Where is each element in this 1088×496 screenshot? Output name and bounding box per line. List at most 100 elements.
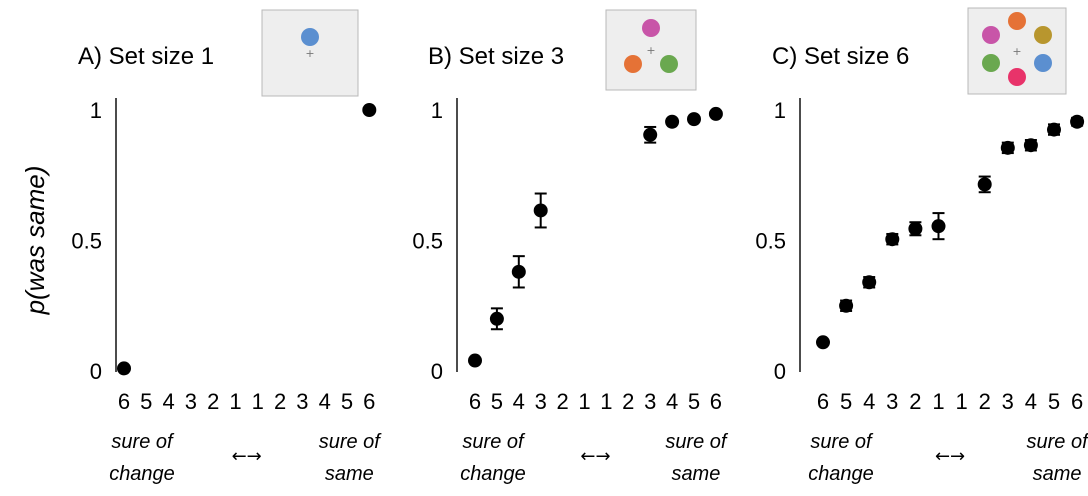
data-point [908,221,923,236]
x-tick-label: 5 [140,389,152,414]
data-point [839,298,854,313]
x-note-left: change [460,463,526,485]
x-tick-label: 3 [886,389,898,414]
data-point [665,114,680,129]
x-tick-label: 4 [513,389,525,414]
x-tick-label: 1 [578,389,590,414]
stimulus-dot [642,19,660,37]
x-tick-label: 4 [162,389,174,414]
x-tick-label: 5 [341,389,353,414]
data-point [931,219,946,234]
x-note-left: sure of [462,431,526,453]
x-tick-label: 1 [955,389,967,414]
stimulus-dot [624,55,642,73]
x-tick-label: 3 [296,389,308,414]
x-tick-label: 1 [252,389,264,414]
data-point [468,353,482,368]
x-note-left: sure of [810,431,874,453]
x-tick-label: 4 [319,389,331,414]
data-point [1070,114,1085,129]
data-point [816,335,830,350]
x-note-left: sure of [111,431,175,453]
data-point [862,275,877,290]
y-tick-label: 0.5 [755,229,786,254]
data-point [643,127,658,142]
y-axis-label: p(was same) [20,166,50,316]
x-tick-label: 5 [688,389,700,414]
x-note-right: same [1033,463,1082,485]
x-note-arrow: ←→ [232,446,262,467]
data-point [1047,122,1061,137]
stimulus-dot [982,26,1000,44]
x-tick-label: 6 [817,389,829,414]
x-tick-label: 6 [363,389,375,414]
data-point [489,311,504,326]
x-note-right: sure of [319,431,383,453]
x-tick-label: 6 [1071,389,1083,414]
stimulus-dot [1008,12,1026,30]
data-point [708,106,723,121]
y-tick-label: 0.5 [71,229,102,254]
x-note-right: same [325,463,374,485]
y-tick-label: 0.5 [412,229,443,254]
data-point [1000,140,1015,155]
x-note-right: same [671,463,720,485]
fixation-cross: + [305,47,314,60]
panel-title: A) Set size 1 [78,43,214,70]
fixation-cross: + [1012,45,1021,58]
y-tick-label: 1 [431,98,443,123]
data-point [687,112,701,127]
x-tick-label: 5 [1048,389,1060,414]
data-point [511,264,526,279]
x-note-arrow: ←→ [935,446,965,467]
stimulus-dot [1008,68,1026,86]
x-tick-label: 1 [932,389,944,414]
x-tick-label: 4 [1025,389,1037,414]
stimulus-dot [1034,26,1052,44]
x-tick-label: 5 [491,389,503,414]
x-tick-label: 6 [710,389,722,414]
x-tick-label: 1 [229,389,241,414]
panel-title: C) Set size 6 [772,43,909,70]
y-tick-label: 0 [774,359,786,384]
stimulus-dot [301,28,319,46]
y-tick-label: 0 [90,359,102,384]
x-tick-label: 1 [600,389,612,414]
x-tick-label: 3 [535,389,547,414]
x-tick-label: 3 [185,389,197,414]
y-tick-label: 0 [431,359,443,384]
x-note-right: sure of [665,431,729,453]
x-tick-label: 4 [666,389,678,414]
x-tick-label: 2 [622,389,634,414]
stimulus-dot [1034,54,1052,72]
x-tick-label: 6 [118,389,130,414]
stimulus-dot [660,55,678,73]
data-point [362,103,377,117]
x-note-left: change [109,463,175,485]
data-point [1023,138,1038,153]
x-tick-label: 2 [274,389,286,414]
x-tick-label: 5 [840,389,852,414]
y-tick-label: 1 [90,98,102,123]
x-tick-label: 2 [556,389,568,414]
x-tick-label: 2 [979,389,991,414]
data-point [533,203,548,218]
y-tick-label: 1 [774,98,786,123]
x-tick-label: 3 [1002,389,1014,414]
x-note-right: sure of [1027,431,1088,453]
x-tick-label: 2 [909,389,921,414]
panel-title: B) Set size 3 [428,43,564,70]
x-tick-label: 3 [644,389,656,414]
data-point [977,177,992,192]
x-tick-label: 2 [207,389,219,414]
data-point [885,232,900,247]
x-note-arrow: ←→ [580,446,610,467]
stimulus-dot [982,54,1000,72]
fixation-cross: + [646,44,655,57]
data-point [117,361,131,376]
x-tick-label: 6 [469,389,481,414]
x-note-left: change [808,463,874,485]
x-tick-label: 4 [863,389,875,414]
stimulus-inset [261,9,359,97]
